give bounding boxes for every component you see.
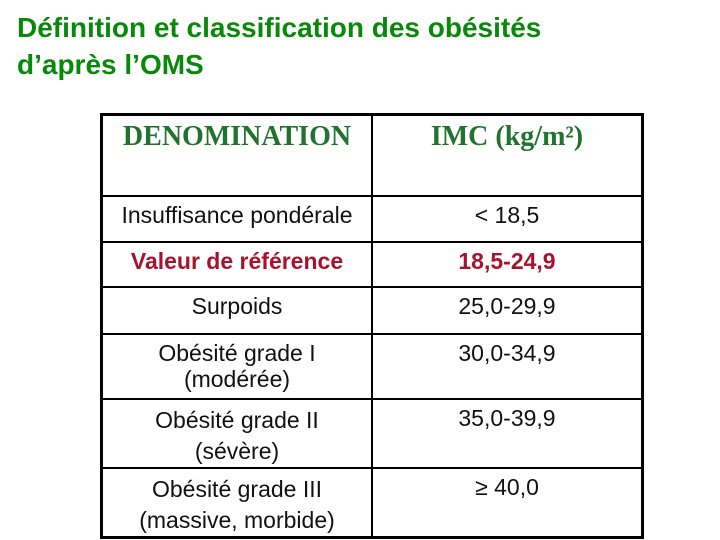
denomination-subtext: (massive, morbide)	[139, 506, 335, 533]
denomination-text: Surpoids	[191, 292, 283, 319]
denomination-text: Obésité grade I	[158, 339, 316, 366]
imc-cell: 18,5-24,9	[371, 240, 644, 288]
denomination-cell: Insuffisance pondérale	[100, 194, 373, 243]
denomination-text: Obésité grade III	[151, 475, 323, 502]
denomination-cell: Obésité grade III (massive, morbide)	[100, 466, 373, 538]
column-header-denomination: DENOMINATION	[100, 113, 373, 197]
slide-title-line2: d’après l’OMS	[17, 49, 204, 80]
denomination-cell: Surpoids	[100, 285, 373, 335]
denomination-text: Insuffisance pondérale	[121, 201, 353, 228]
imc-cell: 35,0-39,9	[371, 397, 644, 469]
denomination-cell: Obésité grade II (sévère)	[100, 397, 373, 469]
denomination-cell: Valeur de référence	[100, 240, 373, 288]
imc-cell: 25,0-29,9	[371, 285, 644, 335]
imc-cell: < 18,5	[371, 194, 644, 243]
classification-table: DENOMINATION IMC (kg/m²) Insuffisance po…	[100, 113, 644, 539]
table-row-obesity-grade2: Obésité grade II (sévère) 35,0-39,9	[100, 397, 644, 469]
imc-cell: 30,0-34,9	[371, 332, 644, 400]
table-row-overweight: Surpoids 25,0-29,9	[100, 285, 644, 335]
table-row-obesity-grade1: Obésité grade I (modérée) 30,0-34,9	[100, 332, 644, 400]
denomination-cell: Obésité grade I (modérée)	[100, 332, 373, 400]
slide-title: Définition et classification des obésité…	[17, 9, 707, 83]
table-row-reference: Valeur de référence 18,5-24,9	[100, 240, 644, 288]
slide-title-line1: Définition et classification des obésité…	[17, 12, 542, 43]
table-row-underweight: Insuffisance pondérale < 18,5	[100, 194, 644, 243]
column-header-imc: IMC (kg/m²)	[371, 113, 644, 197]
denomination-text: Obésité grade II	[155, 406, 319, 433]
table-row-obesity-grade3: Obésité grade III (massive, morbide) ≥ 4…	[100, 466, 644, 538]
denomination-subtext: (modérée)	[183, 365, 291, 392]
denomination-text: Valeur de référence	[130, 247, 344, 274]
imc-cell: ≥ 40,0	[371, 466, 644, 538]
denomination-subtext: (sévère)	[194, 437, 280, 464]
table-header-row: DENOMINATION IMC (kg/m²)	[100, 113, 644, 197]
